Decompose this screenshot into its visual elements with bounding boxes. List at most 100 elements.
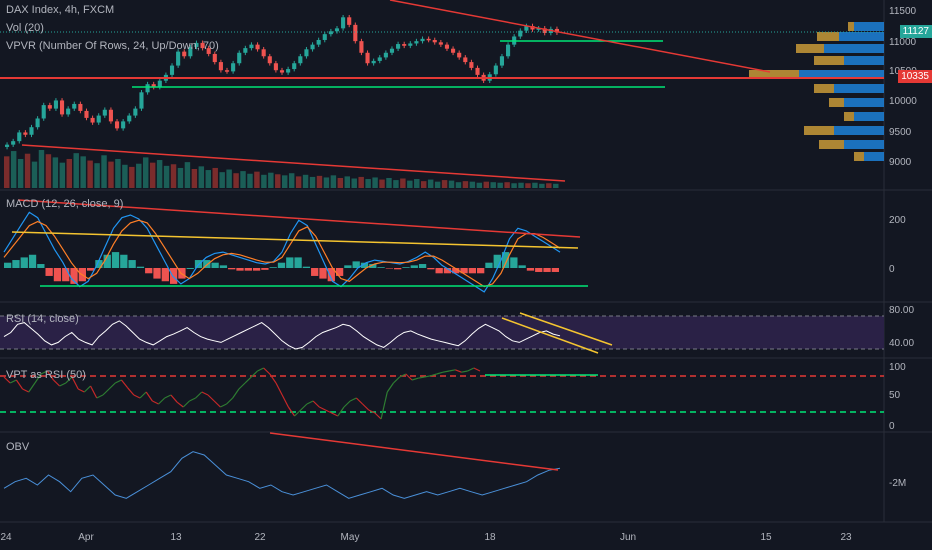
volume-bar: [337, 177, 344, 188]
candle-body: [279, 70, 285, 73]
vpt-segment: [170, 394, 178, 403]
vpvr-up-row: [854, 112, 884, 121]
obv-label: OBV: [6, 441, 30, 453]
vpvr-down-row: [844, 112, 854, 121]
candle-body: [224, 70, 230, 72]
rsi-panel: [3, 320, 561, 350]
candle-body: [78, 103, 83, 111]
vpt-segment: [189, 397, 196, 402]
vpt-segment: [34, 373, 42, 384]
candle-body: [328, 31, 333, 35]
price-tick: 9000: [889, 157, 912, 168]
volume-bar: [546, 183, 552, 188]
volume-bar: [282, 175, 288, 188]
candle-body: [524, 26, 529, 31]
macd-histogram-bar: [551, 268, 559, 272]
price-tick: 11500: [889, 6, 917, 17]
candle-body: [84, 110, 89, 118]
macd-histogram-bar: [410, 265, 418, 268]
macd-histogram-bar: [236, 268, 244, 271]
candle-body: [499, 56, 505, 66]
volume-bar: [351, 178, 357, 188]
rsi-band: [0, 316, 884, 349]
volume-bar: [143, 157, 149, 188]
macd-histogram-bar: [4, 262, 12, 268]
rsi-line: [3, 320, 561, 350]
vpvr-down-row: [817, 32, 839, 41]
macd-histogram-bar: [518, 265, 526, 268]
candle-body: [206, 48, 211, 54]
volume-bar: [4, 156, 10, 188]
macd-histogram-bar: [443, 268, 452, 274]
macd-red-trendline: [17, 199, 581, 238]
candle-body: [402, 44, 407, 46]
macd-histogram-bar: [228, 268, 236, 270]
vpt-segment: [226, 397, 234, 405]
candle-body: [108, 109, 113, 122]
candle-body: [457, 52, 462, 58]
candle-body: [554, 28, 559, 33]
volume-bar: [38, 150, 45, 188]
candle-body: [273, 63, 278, 71]
vpt-tick: 100: [889, 362, 906, 373]
vpt-segment: [182, 400, 190, 408]
vpt-segment: [201, 391, 209, 396]
candle-body: [29, 127, 34, 135]
vpt-segment: [77, 388, 85, 393]
vpt-segment: [139, 391, 147, 399]
candle-body: [255, 44, 260, 50]
macd-histogram-bar: [277, 262, 286, 268]
volume-bar: [427, 179, 434, 188]
volume-bar: [386, 177, 392, 188]
volume-bar: [365, 179, 371, 188]
volume-bar: [136, 163, 142, 188]
candle-body: [72, 103, 77, 109]
volume-bar: [553, 183, 559, 188]
volume-bar: [115, 158, 121, 188]
vpt-segment: [244, 376, 252, 384]
symbol-title: DAX Index, 4h, FXCM: [6, 4, 115, 16]
macd-histogram-bar: [311, 268, 319, 276]
time-tick: 23: [840, 532, 852, 543]
vpt-segment: [158, 397, 166, 405]
candle-body: [218, 62, 223, 71]
candle-body: [420, 38, 425, 42]
vpt-segment: [220, 403, 227, 408]
vpvr-down-row: [814, 56, 844, 65]
candle-body: [96, 115, 101, 123]
candle-body: [316, 39, 321, 45]
volume-bar: [31, 161, 38, 188]
volume-bar: [66, 158, 72, 188]
candle-body: [383, 52, 388, 58]
vpt-segment: [120, 379, 129, 389]
volume-bar: [240, 171, 246, 188]
candle-body: [200, 42, 205, 49]
rsi-tick: 40.00: [889, 338, 914, 349]
macd-histogram-bar: [369, 264, 377, 268]
candle-body: [286, 69, 291, 73]
macd-histogram-bar: [103, 254, 111, 268]
volume-bar: [316, 175, 323, 188]
vpt-segment: [115, 379, 122, 384]
volume-bar: [163, 165, 170, 188]
candle-body: [5, 144, 10, 147]
volume-bar: [525, 183, 531, 188]
macd-histogram-bar: [543, 268, 551, 272]
vpt-segment: [349, 397, 357, 402]
macd-histogram-bar: [468, 268, 477, 274]
vpt-segment: [424, 375, 431, 378]
volume-bar: [170, 164, 177, 188]
vpt-segment: [257, 367, 264, 372]
volume-bar: [73, 153, 79, 188]
candle-body: [444, 44, 450, 49]
price-tick: 11000: [889, 37, 917, 48]
vpvr-down-row: [829, 98, 844, 107]
vpt-segment: [53, 379, 61, 387]
macd-histogram-bar: [261, 268, 269, 270]
macd-histogram-bar: [302, 266, 311, 268]
vpvr-up-row: [824, 44, 884, 53]
macd-histogram-bar: [45, 268, 53, 276]
vpvr-down-row: [814, 84, 834, 93]
candle-body: [542, 28, 547, 34]
